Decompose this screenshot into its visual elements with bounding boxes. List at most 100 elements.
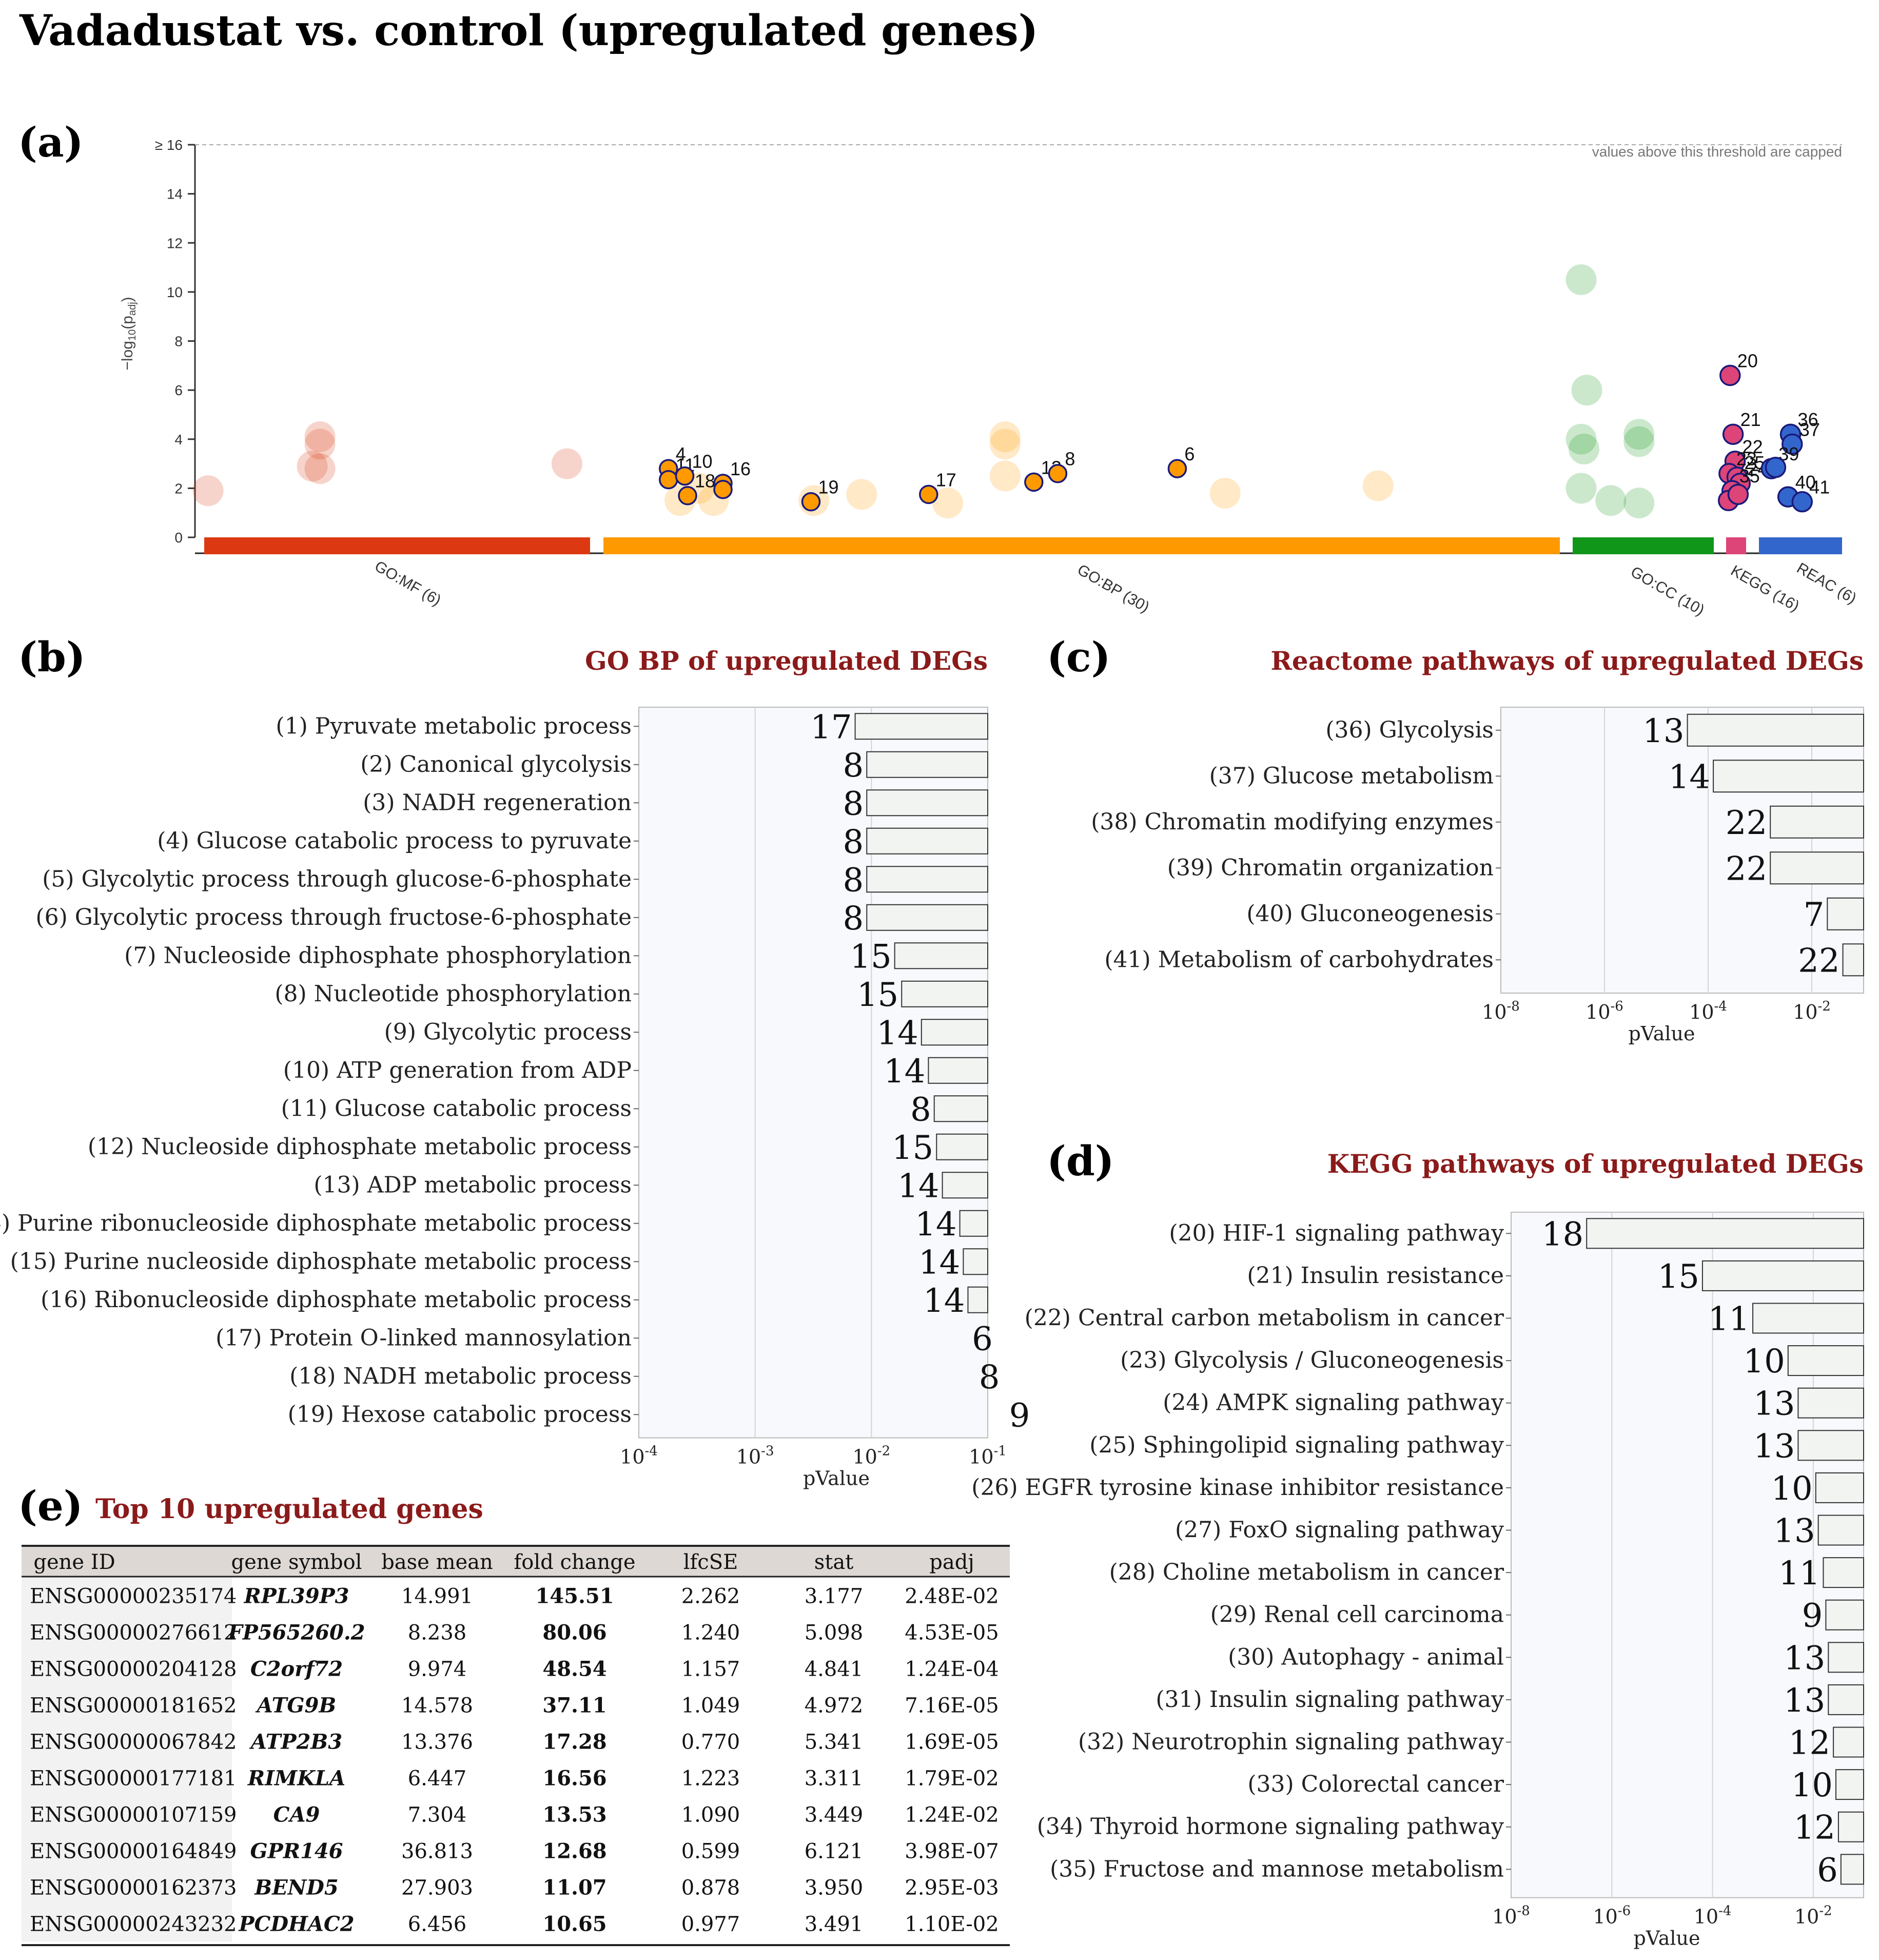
table-cell: 3.449 [805, 1803, 864, 1827]
point-label: 22 [1743, 436, 1763, 457]
x-tick-label: 10-4 [1689, 999, 1727, 1023]
category-label: (22) Central carbon metabolism in cancer [1025, 1305, 1504, 1331]
panel-c-title: Reactome pathways of upregulated DEGs [1270, 646, 1864, 676]
gene-count-label: 14 [884, 1053, 925, 1091]
highlighted-point [919, 484, 938, 504]
bar [967, 1286, 989, 1313]
x-tick-label: 10-8 [1492, 1904, 1530, 1928]
gene-count-label: 12 [1789, 1724, 1830, 1762]
highlighted-point [1719, 364, 1741, 386]
bar [959, 1210, 988, 1237]
gene-count-label: 15 [892, 1129, 933, 1167]
table-cell: CA9 [273, 1803, 320, 1827]
table-row: ENSG00000204128 C2orf72 9.974 48.54 1.157 4.8… [30, 1657, 999, 1681]
gene-count-label: 8 [843, 785, 864, 823]
table-cell: ENSG00000164849 [30, 1840, 237, 1864]
faded-point [1569, 433, 1599, 464]
table-cell: ENSG00000067842 [30, 1731, 237, 1754]
table-cell: 4.841 [805, 1658, 864, 1681]
table-cell: ENSG00000162373 [30, 1876, 237, 1900]
faded-point [1362, 470, 1394, 501]
table-row: ENSG00000177181 RIMKLA 6.447 16.56 1.223 3.31… [30, 1767, 999, 1791]
category-label: (2) Canonical glycolysis [360, 751, 632, 778]
x-tick-label: 10-2 [1793, 999, 1831, 1023]
bar [866, 751, 989, 778]
gene-count-label: 8 [910, 1091, 931, 1129]
faded-point [1565, 473, 1597, 504]
category-label: (38) Chromatin modifying enzymes [1091, 809, 1494, 835]
bar [1823, 1557, 1864, 1588]
table-cell: 13.376 [401, 1731, 473, 1754]
bar [1825, 1599, 1864, 1631]
x-tick-label: 10-2 [1794, 1904, 1832, 1928]
gene-count-label: 22 [1726, 804, 1767, 842]
category-label: (25) Sphingolipid signaling pathway [1089, 1432, 1504, 1458]
faded-point [1571, 375, 1602, 406]
table-cell: 6.447 [408, 1767, 467, 1791]
bar [1815, 1472, 1865, 1503]
table-cell: ENSG00000177181 [30, 1767, 237, 1791]
table-header-cell: padj [929, 1550, 974, 1574]
gene-count-label: 8 [843, 823, 864, 861]
table-cell: 36.813 [401, 1840, 473, 1864]
gene-count-label: 13 [1753, 1427, 1795, 1465]
table-cell: 16.56 [542, 1767, 606, 1791]
bar [1835, 1769, 1865, 1800]
faded-point [989, 429, 1021, 460]
y-tick-label: 2 [174, 480, 183, 496]
table-cell: 9.974 [408, 1658, 467, 1681]
table-cell: 48.54 [542, 1657, 606, 1681]
faded-point [304, 453, 336, 484]
gene-count-label: 14 [1669, 758, 1710, 796]
table-cell: C2orf72 [250, 1657, 343, 1681]
faded-point [1623, 426, 1655, 457]
gene-count-label: 13 [1642, 712, 1684, 750]
bar [1837, 1811, 1864, 1842]
source-bar-kegg [1726, 537, 1746, 554]
x-tick-label: 10-8 [1482, 999, 1520, 1023]
gene-count-label: 9 [1802, 1597, 1823, 1635]
panel-a-points: 4111810161917138620212223252435363739404… [192, 264, 1830, 519]
y-tick-label: 14 [167, 186, 183, 202]
faded-point [932, 488, 964, 519]
gene-count-label: 8 [979, 1359, 1000, 1396]
table-cell: 3.98E-07 [905, 1840, 999, 1864]
bar [894, 942, 988, 969]
category-label: (33) Colorectal cancer [1247, 1771, 1504, 1797]
category-label: (15) Purine nucleoside diphosphate metab… [10, 1248, 632, 1274]
table-cell: 17.28 [542, 1730, 606, 1754]
bar [1586, 1218, 1865, 1249]
bar [901, 980, 989, 1007]
highlighted-point [678, 486, 697, 506]
table-cell: 145.51 [535, 1584, 614, 1608]
gene-count-label: 10 [1791, 1767, 1833, 1804]
category-label: (1) Pyruvate metabolic process [276, 713, 632, 739]
table-cell: ATP2B3 [249, 1730, 342, 1754]
category-label: (24) AMPK signaling pathway [1163, 1390, 1504, 1416]
table-cell: 2.95E-03 [905, 1876, 999, 1900]
category-label: (40) Gluconeogenesis [1246, 901, 1494, 927]
highlighted-point [1722, 423, 1744, 445]
category-label: (39) Chromatin organization [1167, 855, 1494, 881]
bar [866, 866, 989, 893]
highlighted-point [1765, 456, 1787, 478]
gene-count-label: 14 [897, 1167, 939, 1205]
source-bar-go-cc [1573, 537, 1714, 554]
table-cell: ENSG00000204128 [30, 1658, 237, 1681]
bar [1833, 1726, 1864, 1758]
faded-point [1565, 423, 1597, 455]
gene-count-label: 7 [1804, 896, 1825, 934]
table-cell: 6.121 [805, 1840, 864, 1864]
faded-point [551, 448, 582, 479]
point-label: 36 [1798, 409, 1818, 430]
table-cell: 11.07 [542, 1876, 606, 1900]
gene-count-label: 6 [972, 1320, 993, 1358]
gene-count-label: 15 [1658, 1258, 1699, 1296]
point-label: 10 [692, 451, 712, 472]
gene-count-label: 11 [1778, 1555, 1820, 1593]
highlighted-point [659, 470, 678, 490]
table-cell: 4.53E-05 [905, 1621, 999, 1645]
table-cell: 13.53 [542, 1803, 606, 1827]
category-label: (32) Neurotrophin signaling pathway [1078, 1729, 1504, 1755]
bar [1752, 1303, 1864, 1334]
